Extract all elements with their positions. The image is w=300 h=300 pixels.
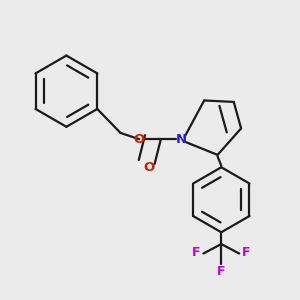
Text: F: F bbox=[242, 246, 250, 260]
Text: F: F bbox=[217, 265, 226, 278]
Text: F: F bbox=[192, 246, 201, 260]
Text: O: O bbox=[143, 160, 155, 173]
Text: N: N bbox=[176, 133, 187, 146]
Text: O: O bbox=[134, 133, 145, 146]
